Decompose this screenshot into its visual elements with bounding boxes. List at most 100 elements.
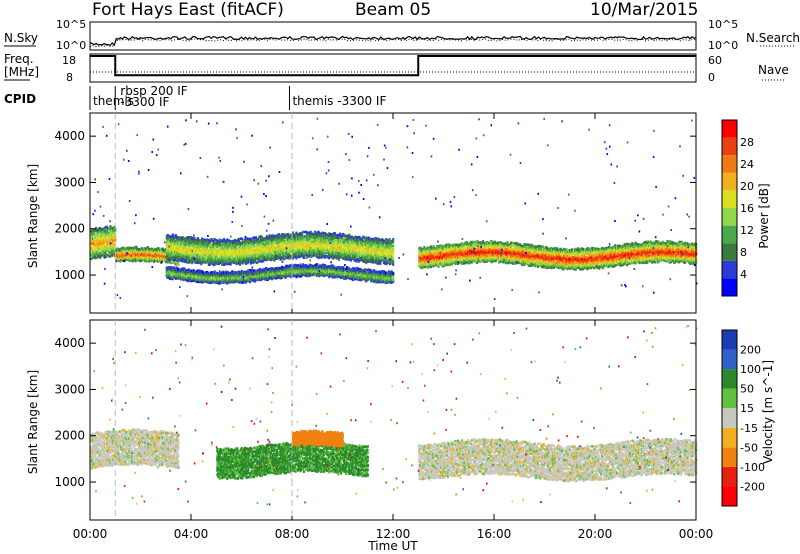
power-cell <box>98 232 101 236</box>
freq-label: Freq. <box>4 52 34 66</box>
power-cell <box>110 253 113 256</box>
power-cell <box>132 259 135 263</box>
power-cell <box>106 245 109 249</box>
power-cell <box>156 257 159 261</box>
power-cell <box>109 225 112 228</box>
freq-panel: Freq. [MHz] 18 8 60 0 Nave <box>4 52 789 84</box>
power-cell <box>392 244 395 248</box>
power-cell <box>109 254 112 258</box>
power-cell <box>180 244 183 247</box>
power-cell <box>392 240 395 243</box>
power-cell <box>141 247 144 250</box>
power-cell <box>104 237 107 241</box>
power-cell <box>95 241 98 244</box>
power-cell <box>106 233 108 237</box>
noise-panel: N.Sky 10^5 10^0 10^5 10^0 N.Search <box>4 18 800 52</box>
power-cell <box>135 245 138 249</box>
power-cell <box>99 227 102 230</box>
power-cell <box>177 262 180 265</box>
nsky-trace <box>89 35 697 47</box>
noise-right-tick-bottom: 10^0 <box>708 39 738 52</box>
power-cell <box>103 256 106 259</box>
power-cell <box>114 229 117 232</box>
nave-tick-top: 60 <box>708 54 722 67</box>
power-cell <box>92 236 95 239</box>
power-cell <box>215 239 218 242</box>
power-cell <box>97 255 100 259</box>
freq-tick-bottom: 8 <box>66 71 73 84</box>
power-cell <box>99 245 102 249</box>
power-cell <box>109 245 112 248</box>
power-cell <box>167 249 170 252</box>
power-cell <box>92 244 95 248</box>
power-cell <box>99 256 102 259</box>
power-cell <box>392 257 395 261</box>
power-cell <box>99 242 102 245</box>
power-cell <box>111 239 114 243</box>
power-cell <box>122 259 124 262</box>
power-cell <box>108 229 111 232</box>
power-cell <box>104 246 107 250</box>
power-cell <box>115 259 118 263</box>
power-cell <box>95 226 97 230</box>
power-cell <box>109 249 112 252</box>
power-cell <box>90 235 93 238</box>
power-cell <box>108 246 111 250</box>
cpid-segment: themis -3300 IF <box>292 94 386 108</box>
freq-unit-label: [MHz] <box>4 65 39 79</box>
power-cell <box>106 225 108 229</box>
power-cell <box>100 240 103 244</box>
power-cell <box>152 259 155 262</box>
cpid-panel: CPID themis rbsp 200 IF -3300 IF themis … <box>4 84 386 110</box>
nave-tick-bottom: 0 <box>708 71 715 84</box>
power-cell <box>302 256 305 260</box>
power-cell <box>196 254 199 257</box>
power-cell <box>130 259 133 263</box>
power-cell <box>96 236 99 239</box>
power-cell <box>392 248 395 251</box>
power-cell <box>107 234 110 237</box>
power-cell <box>95 256 97 260</box>
power-cell <box>97 234 100 237</box>
power-cell <box>392 254 395 258</box>
power-cell <box>100 230 103 234</box>
power-cell <box>93 239 96 242</box>
power-cell <box>95 249 97 253</box>
power-cell <box>98 239 101 242</box>
power-cell <box>392 263 395 266</box>
power-cell <box>96 237 99 240</box>
power-cell <box>111 248 114 251</box>
power-cell <box>133 245 136 249</box>
power-cell <box>247 238 250 241</box>
power-cell <box>392 238 395 241</box>
power-cell <box>241 238 244 241</box>
cpid-segment: rbsp 200 IF <box>120 84 187 98</box>
nsearch-trace <box>89 38 697 48</box>
power-cell <box>119 260 122 263</box>
date-title: 10/Mar/2015 <box>590 0 698 20</box>
cpid-label: CPID <box>4 92 36 106</box>
power-cell <box>91 256 94 260</box>
noise-left-tick-top: 10^5 <box>56 18 86 31</box>
header: Fort Hays East (fitACF) Beam 05 10/Mar/2… <box>92 0 698 20</box>
power-cell <box>103 241 106 244</box>
power-heatmap <box>90 117 698 300</box>
power-cell <box>138 259 141 263</box>
power-cell <box>94 248 97 251</box>
power-cell <box>106 230 108 233</box>
power-cell <box>105 255 108 258</box>
power-cell <box>100 253 103 257</box>
power-cell <box>96 249 99 253</box>
power-cell <box>103 233 106 236</box>
power-cell <box>106 254 109 257</box>
power-cell <box>109 240 112 244</box>
power-cell <box>217 262 220 266</box>
power-cell <box>100 247 103 251</box>
power-cell <box>111 254 113 257</box>
power-cell <box>96 228 99 232</box>
nsky-label: N.Sky <box>4 31 38 45</box>
beam-title: Beam 05 <box>355 0 431 20</box>
power-cell <box>102 237 105 240</box>
power-cell <box>131 246 134 250</box>
